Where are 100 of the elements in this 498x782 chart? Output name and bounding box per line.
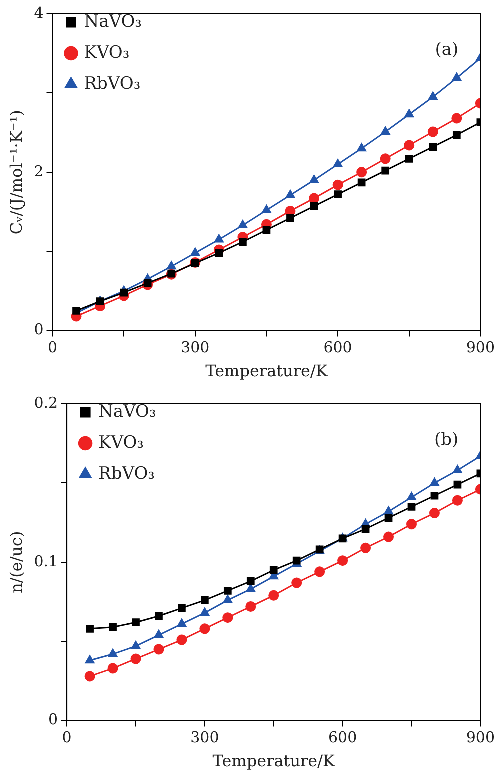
point	[166, 261, 176, 270]
point	[268, 590, 280, 601]
point	[178, 604, 186, 612]
point	[332, 180, 344, 190]
point	[223, 595, 233, 604]
point	[452, 72, 462, 82]
point	[380, 154, 391, 164]
point	[358, 178, 366, 187]
point	[191, 260, 200, 268]
point	[333, 159, 343, 168]
point	[292, 578, 302, 588]
point	[224, 586, 232, 595]
legend-label: NaVO₃	[84, 12, 142, 32]
legend-label: RbVO₃	[84, 74, 141, 94]
y-tick-label: 0	[48, 710, 58, 729]
point	[453, 465, 462, 474]
point	[452, 495, 463, 506]
point	[338, 556, 348, 566]
point	[108, 663, 118, 674]
x-axis-title: Temperature/K	[212, 752, 336, 771]
point	[362, 525, 370, 534]
x-tick-label: 0	[62, 728, 72, 747]
y-tick-label: 0.2	[34, 394, 58, 412]
point	[215, 249, 224, 258]
point	[384, 506, 394, 515]
point	[84, 671, 96, 682]
point	[85, 655, 95, 664]
annotation: (a)	[435, 40, 459, 60]
point	[309, 193, 320, 204]
point	[190, 248, 200, 256]
x-axis-title: Temperature/K	[206, 362, 329, 381]
point	[430, 478, 440, 486]
point	[428, 126, 438, 138]
point	[130, 654, 142, 664]
legend-label: NaVO₃	[98, 402, 156, 422]
point	[356, 167, 368, 178]
legend-label: KVO₃	[98, 432, 144, 453]
point	[360, 542, 372, 554]
point	[109, 623, 117, 632]
point	[154, 630, 164, 638]
point	[176, 634, 188, 646]
annotation: (b)	[434, 430, 459, 450]
point	[155, 612, 163, 620]
point	[380, 126, 390, 136]
x-tick-label: 300	[190, 728, 220, 747]
point	[334, 190, 342, 199]
point	[262, 205, 272, 214]
point	[452, 131, 461, 140]
point	[246, 602, 256, 612]
point	[120, 288, 128, 297]
point	[154, 644, 164, 655]
point	[429, 143, 438, 151]
point	[238, 220, 248, 228]
point	[429, 508, 440, 519]
point	[132, 618, 140, 627]
y-tick-label: 0	[34, 320, 44, 339]
point	[452, 113, 462, 124]
point	[310, 202, 318, 210]
y-tick-label: 2	[34, 162, 44, 180]
point	[200, 624, 210, 634]
y-tick-label: 4	[34, 4, 44, 22]
x-tick-label: 900	[466, 338, 496, 357]
point	[286, 214, 294, 222]
x-tick-label: 600	[328, 728, 358, 747]
point	[384, 514, 393, 522]
point	[428, 92, 438, 100]
point	[357, 143, 366, 152]
point	[131, 641, 141, 650]
legend-label: KVO₃	[84, 42, 130, 63]
point	[404, 109, 414, 118]
x-tick-label: 300	[181, 338, 210, 357]
point	[201, 596, 209, 604]
point	[177, 618, 187, 628]
point	[286, 190, 296, 198]
point	[214, 234, 224, 243]
point	[200, 608, 210, 616]
point	[246, 577, 255, 586]
point	[108, 649, 118, 658]
point	[86, 624, 94, 633]
point	[408, 503, 416, 511]
point	[314, 566, 326, 578]
point	[246, 584, 256, 592]
x-tick-label: 600	[324, 338, 352, 357]
point	[270, 566, 278, 574]
point	[239, 238, 247, 246]
point	[404, 140, 415, 151]
point	[454, 480, 462, 489]
point	[406, 519, 417, 530]
point	[407, 492, 416, 500]
point	[382, 166, 390, 175]
point	[310, 175, 319, 184]
point	[405, 155, 414, 163]
point	[384, 532, 394, 542]
point	[222, 612, 234, 624]
y-axis-title: Cᵥ/(J/mol⁻¹·K⁻¹)	[6, 110, 26, 235]
point	[144, 279, 152, 288]
y-axis-title: n/(e/uc)	[6, 531, 26, 594]
point	[262, 226, 271, 234]
legend-label: RbVO₃	[98, 464, 155, 484]
point	[430, 492, 439, 500]
